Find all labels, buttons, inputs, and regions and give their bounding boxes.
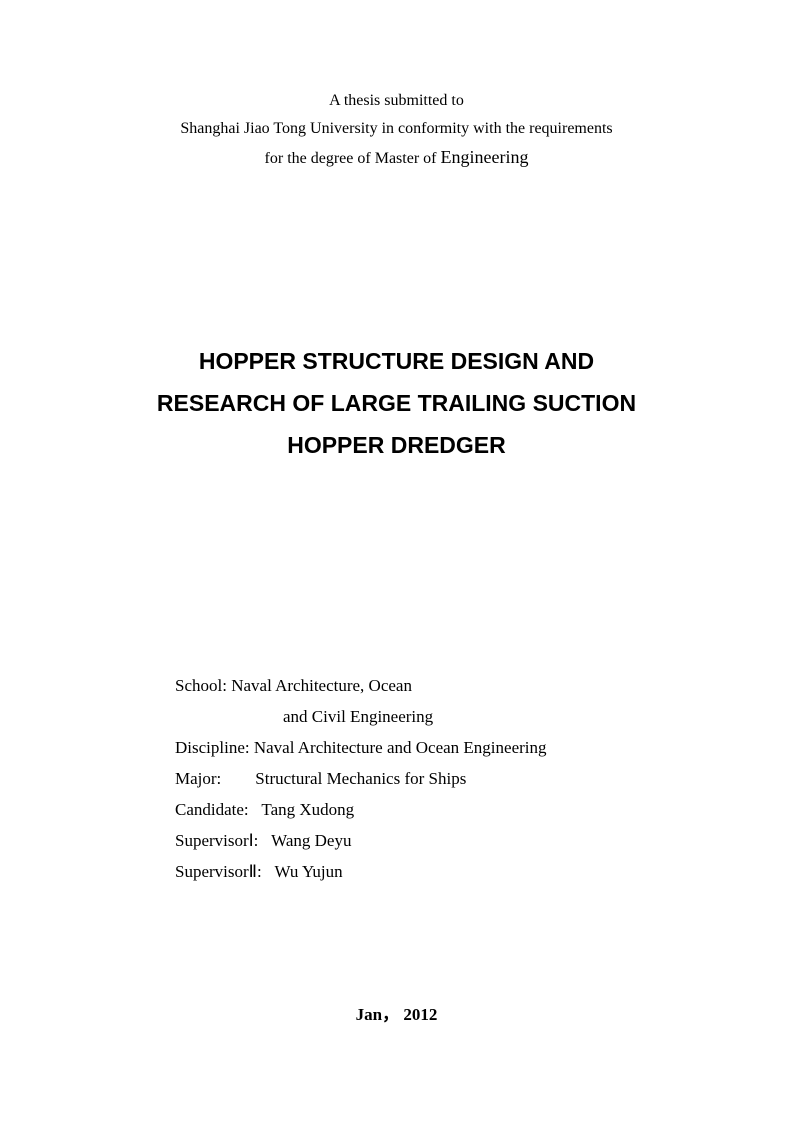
- supervisor1-row: SupervisorⅠ: Wang Deyu: [175, 825, 675, 856]
- header-line-3-suffix: Engineering: [440, 147, 528, 167]
- major-value: Structural Mechanics for Ships: [255, 763, 466, 794]
- header-line-3: for the degree of Master of Engineering: [0, 143, 793, 173]
- supervisor2-row: SupervisorⅡ: Wu Yujun: [175, 856, 675, 887]
- date-block: Jan， 2012: [0, 1000, 793, 1025]
- school-value-2: and Civil Engineering: [283, 701, 433, 732]
- candidate-row: Candidate: Tang Xudong: [175, 794, 675, 825]
- title-line-2: RESEARCH OF LARGE TRAILING SUCTION: [0, 382, 793, 424]
- supervisor1-value: Wang Deyu: [271, 825, 351, 856]
- school-label: School:: [175, 670, 231, 701]
- major-row: Major: Structural Mechanics for Ships: [175, 763, 675, 794]
- supervisor1-label: SupervisorⅠ:: [175, 825, 271, 856]
- discipline-label: Discipline:: [175, 732, 254, 763]
- discipline-value: Naval Architecture and Ocean Engineering: [254, 732, 547, 763]
- header-line-1: A thesis submitted to: [0, 87, 793, 115]
- candidate-value: Tang Xudong: [261, 794, 354, 825]
- supervisor2-label: SupervisorⅡ:: [175, 856, 275, 887]
- thesis-title: HOPPER STRUCTURE DESIGN AND RESEARCH OF …: [0, 340, 793, 466]
- school-row-2: and Civil Engineering: [175, 701, 675, 732]
- thesis-details: School: Naval Architecture, Ocean and Ci…: [175, 670, 675, 887]
- header-line-2: Shanghai Jiao Tong University in conform…: [0, 115, 793, 143]
- school-row: School: Naval Architecture, Ocean: [175, 670, 675, 701]
- school-value-1: Naval Architecture, Ocean: [231, 670, 412, 701]
- submission-header: A thesis submitted to Shanghai Jiao Tong…: [0, 87, 793, 173]
- supervisor2-value: Wu Yujun: [275, 856, 343, 887]
- discipline-row: Discipline: Naval Architecture and Ocean…: [175, 732, 675, 763]
- thesis-date: Jan， 2012: [356, 1005, 438, 1024]
- title-line-1: HOPPER STRUCTURE DESIGN AND: [0, 340, 793, 382]
- header-line-3-prefix: for the degree of Master of: [265, 150, 441, 167]
- major-label: Major:: [175, 763, 255, 794]
- candidate-label: Candidate:: [175, 794, 261, 825]
- title-line-3: HOPPER DREDGER: [0, 424, 793, 466]
